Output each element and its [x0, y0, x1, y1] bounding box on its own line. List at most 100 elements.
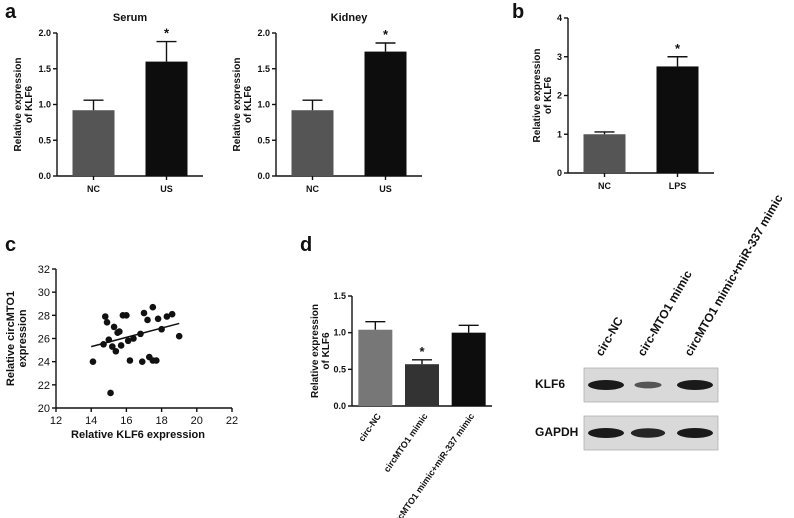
- y-axis-label: Relative circMTO1expression: [5, 291, 29, 386]
- data-point: [103, 318, 111, 326]
- data-point: [140, 309, 148, 317]
- x-tick-label: 20: [191, 415, 203, 427]
- bar-US: [145, 61, 188, 176]
- significance-mark: *: [419, 344, 425, 359]
- data-point: [109, 343, 116, 350]
- chart-kidney: Kidney 0.0 0.5 1.0 1.5 2.0 Relative expression…: [232, 12, 422, 194]
- x-tick-label: 18: [155, 415, 167, 427]
- data-point: [138, 358, 146, 365]
- y-axis-label-line: Relative expression: [532, 49, 543, 143]
- y-tick-label: 1.0: [257, 100, 270, 110]
- y-axis-label-line: of KLF6: [543, 76, 554, 114]
- chart-serum: Serum 0.0 0.5 1.0 1.5 2.0 Relative expressiono…: [13, 12, 203, 194]
- x-tick-label: 16: [120, 415, 132, 427]
- significance-mark: *: [675, 41, 681, 56]
- x-tick-label: 14: [85, 415, 97, 427]
- y-tick-label: 0.5: [257, 135, 270, 145]
- data-point: [100, 340, 107, 348]
- chart-title: Serum: [113, 12, 147, 24]
- bar-LPS: [656, 66, 699, 173]
- y-axis-label-line: of KLF6: [24, 85, 35, 123]
- bar-NC: [291, 110, 334, 176]
- blot-band: [634, 381, 662, 389]
- bar-circMTO1 mimic+miR-337 mimic: [451, 332, 486, 406]
- y-tick-label: 32: [38, 264, 50, 276]
- y-tick-label: 1.0: [333, 328, 346, 338]
- y-tick-label: 0.0: [38, 171, 51, 181]
- y-axis-label: Relative expressionof KLF6: [232, 58, 254, 152]
- y-tick-label: 2.0: [257, 28, 270, 38]
- data-point: [149, 303, 157, 311]
- chart-lps: 0 1 2 3 4 Relative expressionof KLF6 NC * LPS: [532, 13, 714, 191]
- data-point: [116, 328, 123, 335]
- x-tick-label: US: [160, 184, 173, 194]
- y-tick-label: 2: [557, 91, 562, 101]
- x-tick-label: circMTO1 mimic: [382, 411, 430, 474]
- x-tick-label: US: [379, 184, 392, 194]
- data-point: [168, 310, 176, 318]
- chart-title: Kidney: [331, 12, 369, 24]
- y-tick-label: 1.5: [38, 64, 51, 74]
- data-point: [105, 336, 113, 343]
- y-axis-label-line: Relative expression: [232, 58, 243, 152]
- bar-NC: [583, 134, 626, 173]
- blot-row-label: GAPDH: [535, 425, 578, 439]
- data-point: [163, 313, 171, 320]
- y-tick-label: 0: [557, 168, 562, 178]
- x-tick-label: LPS: [669, 181, 687, 191]
- panel-letter-a: a: [5, 1, 17, 23]
- x-tick-label: NC: [87, 184, 100, 194]
- y-tick-label: 26: [38, 334, 50, 346]
- y-tick-label: 1.5: [333, 291, 346, 301]
- data-point: [144, 316, 151, 324]
- blot-band: [677, 380, 713, 390]
- x-tick-label: 22: [226, 415, 238, 427]
- y-tick-label: 1: [557, 129, 562, 139]
- y-tick-label: 4: [557, 13, 562, 23]
- x-tick-label: circ-NC: [356, 411, 383, 443]
- y-tick-label: 24: [38, 357, 50, 369]
- data-point: [158, 325, 165, 333]
- y-axis-label-line: of KLF6: [243, 85, 254, 123]
- bar-circ-NC: [358, 329, 393, 406]
- y-axis-label: Relative expressionof KLF6: [532, 49, 554, 143]
- data-point: [107, 389, 114, 397]
- y-tick-label: 3: [557, 52, 562, 62]
- y-tick-label: 1.0: [38, 100, 51, 110]
- data-point: [101, 313, 109, 320]
- data-point: [154, 315, 162, 323]
- y-tick-label: 0.5: [38, 135, 51, 145]
- bar-NC: [72, 110, 115, 176]
- y-tick-label: 2.0: [38, 28, 51, 38]
- panel-letter-d: d: [300, 234, 312, 256]
- panel-letter-c: c: [5, 234, 16, 256]
- data-point: [112, 347, 120, 355]
- data-point: [123, 312, 130, 319]
- bar-circMTO1 mimic: [405, 364, 439, 406]
- y-axis-label-line: Relative expression: [310, 304, 321, 398]
- y-axis-label-line: expression: [17, 309, 29, 367]
- lane-label: circ-NC: [592, 314, 626, 358]
- data-point: [137, 330, 144, 338]
- y-tick-label: 1.5: [257, 64, 270, 74]
- blot-band: [677, 428, 713, 438]
- blot-row-label: KLF6: [535, 377, 565, 391]
- y-tick-label: 30: [38, 287, 50, 299]
- blot-band: [588, 380, 624, 390]
- data-point: [153, 357, 160, 364]
- y-axis-label: Relative expressionof KLF6: [310, 304, 332, 398]
- x-tick-label: NC: [598, 181, 611, 191]
- y-axis-label: Relative expressionof KLF6: [13, 58, 35, 152]
- y-axis-label-line: of KLF6: [321, 332, 332, 370]
- y-tick-label: 22: [38, 380, 50, 392]
- data-point: [110, 323, 118, 331]
- bar-US: [364, 51, 407, 177]
- x-tick-label: NC: [306, 184, 319, 194]
- y-tick-label: 0.0: [333, 401, 346, 411]
- y-tick-label: 28: [38, 310, 50, 322]
- y-tick-label: 0.0: [257, 171, 270, 181]
- panel-letter-b: b: [512, 1, 524, 23]
